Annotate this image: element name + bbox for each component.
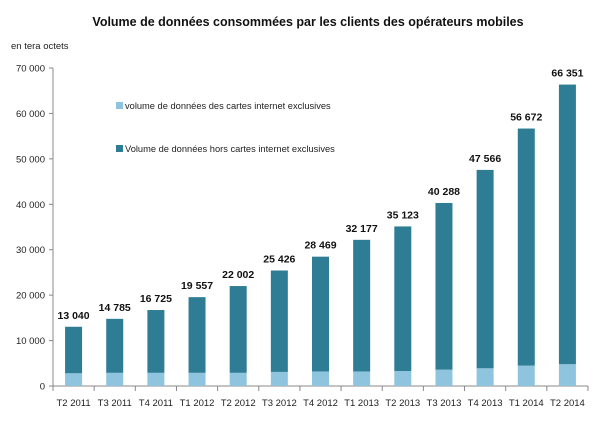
- data-label-total: 25 426: [263, 253, 295, 265]
- y-tick-label: 60 000: [16, 109, 45, 120]
- plot-area: 0 10 000 20 000 30 000 40 000 50 000 60 000 70 …: [16, 64, 589, 409]
- bar-segment-cartes-internet: [435, 369, 453, 386]
- x-tick-label: T1 2012: [180, 398, 215, 409]
- bar-segment-hors-cartes: [353, 239, 371, 372]
- bar-segment-cartes-internet: [312, 371, 329, 386]
- x-tick-label: T1 2014: [509, 398, 544, 409]
- bar-segment-hors-cartes: [394, 226, 412, 372]
- y-axis-label: en tera octets: [11, 41, 69, 52]
- x-tick-label: T2 2012: [221, 398, 256, 409]
- y-tick-label: 10 000: [16, 336, 45, 347]
- bar-segment-hors-cartes: [312, 256, 329, 372]
- data-label-total: 19 557: [181, 280, 213, 292]
- legend-swatch: [116, 102, 123, 109]
- x-tick-label: T4 2011: [139, 398, 173, 409]
- x-tick-label: T3 2012: [262, 398, 297, 409]
- bar-segment-cartes-internet: [476, 368, 494, 386]
- x-tick-label: T2 2014: [550, 398, 585, 409]
- bar-segment-hors-cartes: [476, 169, 494, 369]
- y-tick-label: 40 000: [16, 200, 45, 211]
- data-label-total: 16 725: [140, 293, 172, 305]
- x-tick-label: T1 2013: [344, 398, 379, 409]
- bar-segment-hors-cartes: [558, 84, 576, 365]
- bar-segment-hors-cartes: [147, 310, 165, 373]
- x-tick-label: T3 2013: [427, 398, 462, 409]
- x-tick-label: T2 2011: [56, 398, 90, 409]
- data-label-total: 66 351: [551, 68, 583, 80]
- y-tick-label: 50 000: [16, 154, 45, 165]
- x-tick-label: T2 2013: [385, 398, 420, 409]
- bar-segment-cartes-internet: [65, 373, 83, 386]
- data-label-total: 56 672: [510, 112, 542, 124]
- bar-segment-cartes-internet: [558, 364, 576, 386]
- data-label-total: 47 566: [469, 153, 501, 165]
- legend-label: volume de données des cartes internet ex…: [125, 101, 331, 111]
- x-tick-label: T4 2013: [468, 398, 503, 409]
- bar-segment-hors-cartes: [229, 286, 247, 373]
- bar-segment-cartes-internet: [270, 371, 288, 386]
- bar-segment-cartes-internet: [517, 365, 535, 386]
- data-label-total: 32 177: [346, 223, 378, 235]
- bar-segment-cartes-internet: [188, 372, 206, 386]
- data-label-total: 14 785: [99, 302, 131, 314]
- bar-segment-cartes-internet: [353, 371, 371, 386]
- y-tick-label: 0: [40, 382, 45, 393]
- bar-segment-hors-cartes: [517, 128, 535, 366]
- y-tick-label: 20 000: [16, 291, 45, 302]
- x-tick-label: T3 2011: [98, 398, 132, 409]
- bar-segment-hors-cartes: [65, 326, 83, 374]
- bar-segment-hors-cartes: [270, 270, 288, 372]
- data-label-total: 40 288: [428, 186, 460, 198]
- bar-segment-cartes-internet: [394, 371, 412, 386]
- data-label-total: 35 123: [387, 209, 419, 221]
- y-tick-label: 70 000: [16, 64, 45, 75]
- legend-label: Volume de données hors cartes internet e…: [125, 144, 335, 154]
- data-label-total: 13 040: [58, 310, 90, 322]
- bar-segment-hors-cartes: [435, 202, 453, 370]
- data-label-total: 22 002: [222, 269, 254, 281]
- bar-segment-hors-cartes: [106, 318, 124, 373]
- chart-title: Volume de données consommées par les cli…: [92, 15, 523, 29]
- bar-segment-cartes-internet: [229, 372, 247, 386]
- bar-segment-cartes-internet: [106, 372, 124, 386]
- x-tick-label: T4 2012: [303, 398, 338, 409]
- legend-swatch: [116, 145, 123, 152]
- bar-segment-cartes-internet: [147, 372, 165, 386]
- y-tick-label: 30 000: [16, 245, 45, 256]
- data-label-total: 28 469: [304, 240, 336, 252]
- bar-segment-hors-cartes: [188, 297, 206, 373]
